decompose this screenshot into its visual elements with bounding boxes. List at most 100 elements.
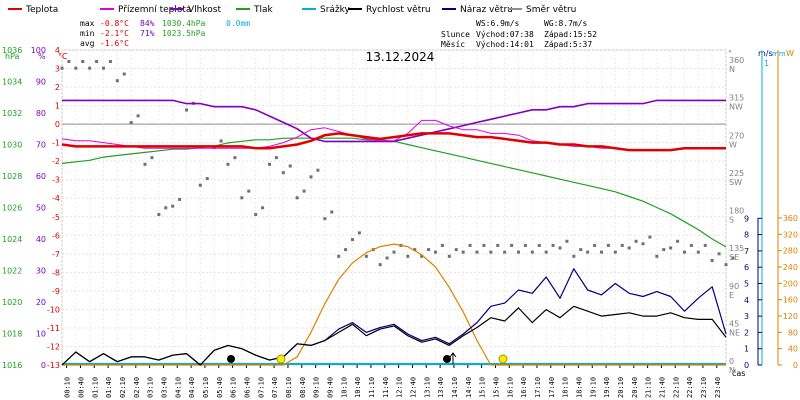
- wind-direction-mark: [281, 171, 285, 175]
- moon-rise: Východ:14:01: [476, 40, 534, 49]
- wind-direction-mark: [558, 246, 562, 250]
- hpa-tick-label: 1026: [2, 204, 22, 213]
- wind-direction-mark: [579, 248, 583, 252]
- wind-direction-mark: [392, 250, 396, 254]
- wind-direction-mark: [482, 243, 486, 247]
- moonrise-marker: [443, 355, 451, 363]
- x-tick-label: 17:40: [548, 377, 556, 398]
- x-tick-label: 19:40: [603, 377, 611, 398]
- wind-direction-mark: [247, 189, 251, 193]
- sunrise-marker: [276, 354, 286, 364]
- wind-direction-mark: [634, 239, 638, 243]
- w-tick-label: 320: [783, 230, 798, 239]
- dir-tick-label: W: [729, 140, 737, 149]
- wind-direction-mark: [164, 206, 168, 210]
- axis-mm-top: 1: [764, 59, 769, 68]
- stats-min-hum: 71%: [140, 29, 155, 38]
- wind-direction-mark: [406, 254, 410, 258]
- x-tick-label: 17:10: [534, 377, 542, 398]
- stats-max-hum: 84%: [140, 19, 155, 28]
- x-tick-label: 11:10: [368, 377, 376, 398]
- x-tick-label: 04:40: [188, 377, 196, 398]
- temp-tick-label: -11: [47, 324, 60, 333]
- x-tick-label: 15:40: [492, 377, 500, 398]
- x-tick-label: 10:40: [354, 377, 362, 398]
- hpa-tick-label: 1022: [2, 267, 22, 276]
- legend-tlak: Tlak: [253, 5, 274, 15]
- x-tick-label: 07:40: [271, 377, 279, 398]
- x-tick-label: 11:40: [382, 377, 390, 398]
- wind-direction-mark: [378, 263, 382, 267]
- astro-markers: [227, 352, 508, 364]
- pct-tick-label: 40: [36, 235, 46, 244]
- temp-tick-label: 1: [55, 102, 60, 111]
- wind-direction-mark: [413, 248, 417, 252]
- wind-direction-mark: [295, 196, 299, 200]
- x-tick-label: 19:10: [589, 377, 597, 398]
- wind-direction-mark: [385, 256, 389, 260]
- wind-direction-mark: [627, 246, 631, 250]
- wind-gust-info: WG:8.7m/s: [544, 19, 588, 28]
- ms-tick-label: 8: [744, 231, 749, 240]
- hpa-tick-label: 1030: [2, 141, 22, 150]
- wind-direction-mark: [544, 250, 548, 254]
- x-tick-label: 02:10: [119, 377, 127, 398]
- wind-direction-mark: [551, 243, 555, 247]
- wind-direction-mark: [143, 162, 147, 166]
- wind-direction-mark: [274, 156, 278, 160]
- dir-tick-label: N: [729, 65, 735, 74]
- moonset-marker: [227, 355, 235, 363]
- x-tick-label: 23:10: [700, 377, 708, 398]
- info-block: WS:6.9m/s WG:8.7m/s Slunce Východ:07:38 …: [441, 19, 597, 49]
- dir-tick-label: NW: [729, 103, 743, 112]
- hpa-tick-label: 1034: [2, 78, 22, 87]
- stats-max-label: max: [80, 19, 95, 28]
- stats-min-press: 1023.5hPa: [162, 29, 206, 38]
- x-tick-label: 06:10: [230, 377, 238, 398]
- wind-direction-mark: [489, 250, 493, 254]
- w-tick-label: 360: [783, 214, 798, 223]
- wind-direction-mark: [67, 59, 71, 63]
- pct-tick-label: 100: [31, 46, 46, 55]
- stats-max-temp: -0.8°C: [100, 19, 129, 28]
- wind-direction-mark: [81, 59, 85, 63]
- sun-label: Slunce: [441, 30, 470, 39]
- solar-series: [62, 243, 726, 366]
- chart-title: 13.12.2024: [366, 50, 435, 64]
- wind-direction-mark: [427, 248, 431, 252]
- ms-tick-label: 3: [744, 312, 749, 321]
- x-tick-label: 20:10: [617, 377, 625, 398]
- x-tick-label: 04:10: [174, 377, 182, 398]
- w-tick-label: 80: [788, 328, 798, 337]
- pct-tick-label: 30: [36, 267, 46, 276]
- wind-direction-mark: [420, 254, 424, 258]
- axis-title-time: čas: [732, 368, 745, 378]
- humidity-series: [62, 99, 726, 143]
- wind-direction-mark: [233, 156, 237, 160]
- x-tick-label: 09:40: [326, 377, 334, 398]
- wind-direction-mark: [205, 177, 209, 181]
- temp-tick-label: -1: [52, 139, 60, 148]
- x-tick-label: 18:40: [575, 377, 583, 398]
- wind-direction-mark: [475, 250, 479, 254]
- sunset-marker: [498, 354, 508, 364]
- x-tick-label: 12:10: [396, 377, 404, 398]
- wind-speed-info: WS:6.9m/s: [476, 19, 520, 28]
- hpa-tick-label: 1032: [2, 109, 22, 118]
- stats-max-press: 1030.4hPa: [162, 19, 206, 28]
- x-tick-label: 02:40: [133, 377, 141, 398]
- x-tick-label: 01:10: [91, 377, 99, 398]
- sun-rise: Východ:07:38: [476, 30, 534, 39]
- x-tick-label: 14:10: [451, 377, 459, 398]
- wind-direction-mark: [586, 250, 590, 254]
- wind-direction-mark: [717, 252, 721, 256]
- hpa-tick-label: 1036: [2, 46, 22, 55]
- wind-direction-mark: [226, 162, 230, 166]
- pct-tick-label: 60: [36, 172, 46, 181]
- wind-direction-mark: [185, 108, 188, 112]
- axis-title-w: W: [786, 49, 794, 58]
- stats-max-rain: 0.0mm: [226, 19, 250, 28]
- wind-direction-mark: [268, 162, 271, 166]
- wind-direction-mark: [74, 66, 78, 70]
- x-tick-label: 07:10: [257, 377, 265, 398]
